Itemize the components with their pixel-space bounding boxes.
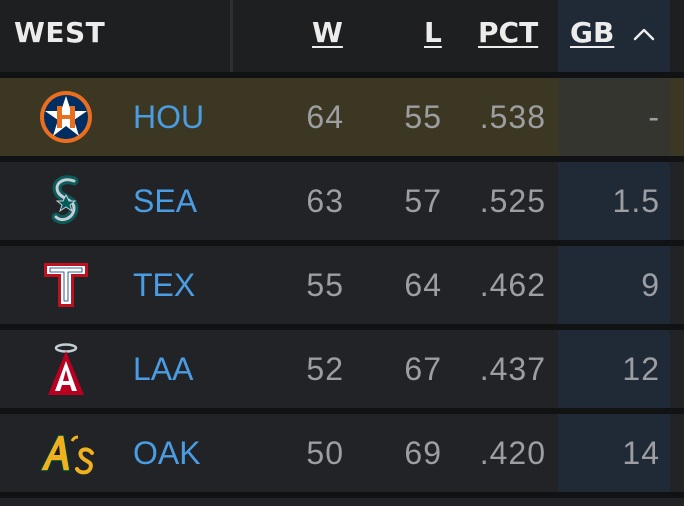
column-divider	[230, 0, 233, 72]
astros-logo-icon	[40, 91, 92, 143]
losses-value: 69	[404, 435, 442, 471]
team-link[interactable]: HOU	[133, 99, 205, 135]
table-row-laa[interactable]: LAA 52 67 .437 12	[0, 330, 684, 408]
losses-value: 64	[404, 267, 442, 303]
wins-value: 55	[306, 267, 344, 303]
header-divider	[0, 72, 684, 78]
pct-value: .420	[479, 435, 546, 471]
pct-value: .437	[479, 351, 546, 387]
pct-value: .462	[479, 267, 546, 303]
pct-value: .538	[479, 99, 546, 135]
table-row-hou[interactable]: HOU 64 55 .538 -	[0, 78, 684, 156]
losses-value: 55	[404, 99, 442, 135]
mariners-logo-icon	[51, 175, 79, 225]
division-title: WEST	[14, 16, 106, 49]
wins-value: 50	[306, 435, 344, 471]
angels-logo-icon	[48, 343, 84, 395]
chevron-up-icon[interactable]	[631, 22, 657, 48]
rangers-logo-icon	[44, 263, 88, 307]
row-divider	[0, 240, 684, 246]
team-link[interactable]: OAK	[133, 435, 201, 471]
gb-value: 1.5	[612, 183, 660, 219]
column-header-losses[interactable]: L	[424, 16, 442, 49]
wins-value: 63	[306, 183, 344, 219]
team-link[interactable]: TEX	[133, 267, 196, 303]
losses-value: 57	[404, 183, 442, 219]
team-link[interactable]: SEA	[133, 183, 198, 219]
losses-value: 67	[404, 351, 442, 387]
row-divider	[0, 492, 684, 498]
table-row-oak[interactable]: OAK 50 69 .420 14	[0, 414, 684, 492]
wins-value: 64	[306, 99, 344, 135]
row-divider	[0, 156, 684, 162]
table-header: WEST W L PCT GB	[0, 0, 684, 72]
athletics-logo-icon	[38, 434, 94, 475]
row-divider	[0, 324, 684, 330]
next-row-partial	[0, 498, 684, 506]
pct-value: .525	[479, 183, 546, 219]
gb-value: 9	[641, 267, 660, 303]
column-header-gb[interactable]: GB	[570, 16, 615, 49]
column-header-pct[interactable]: PCT	[478, 16, 539, 49]
row-divider	[0, 408, 684, 414]
table-row-tex[interactable]: TEX 55 64 .462 9	[0, 246, 684, 324]
gb-value: 12	[622, 351, 660, 387]
gb-value: 14	[622, 435, 660, 471]
wins-value: 52	[306, 351, 344, 387]
gb-value: -	[648, 99, 660, 135]
team-link[interactable]: LAA	[133, 351, 194, 387]
table-row-sea[interactable]: SEA 63 57 .525 1.5	[0, 162, 684, 240]
column-header-wins[interactable]: W	[312, 16, 343, 49]
